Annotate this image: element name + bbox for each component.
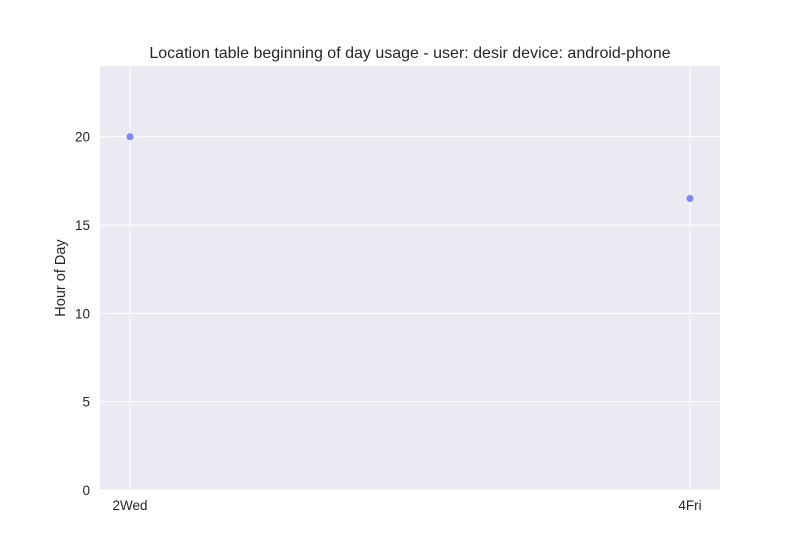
y-tick-label: 0: [82, 483, 90, 498]
data-points: [126, 133, 694, 202]
x-tick-label: 2Wed: [112, 498, 147, 513]
data-point: [126, 133, 134, 141]
y-axis-label: Hour of Day: [53, 239, 69, 317]
y-tick-label: 5: [82, 395, 90, 410]
y-tick-label: 15: [75, 218, 90, 233]
y-tick-label: 20: [75, 130, 90, 145]
tick-labels: 0 5 10 15 20 2Wed 4Fri: [75, 130, 702, 513]
plot-area: [100, 66, 720, 490]
data-point: [686, 195, 694, 202]
y-tick-label: 10: [75, 306, 90, 321]
chart-title: Location table beginning of day usage - …: [149, 45, 670, 62]
x-tick-label: 4Fri: [678, 498, 701, 513]
